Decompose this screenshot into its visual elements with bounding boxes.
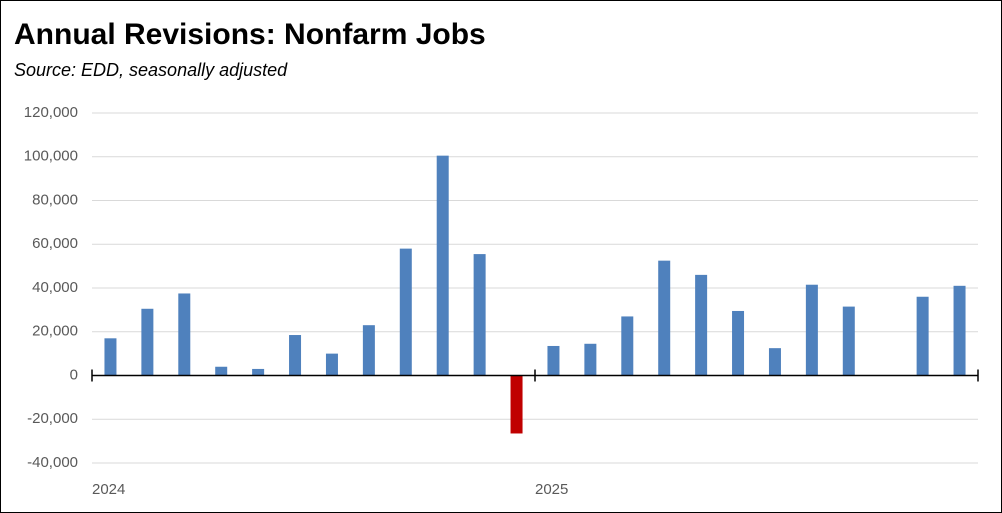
bar xyxy=(621,316,634,376)
y-tick-label: 80,000 xyxy=(32,191,78,208)
bar xyxy=(510,375,523,434)
bar xyxy=(805,284,818,376)
bar xyxy=(547,345,560,376)
bar xyxy=(436,155,449,376)
bar xyxy=(658,260,671,376)
y-tick-label: 40,000 xyxy=(32,279,78,296)
bar xyxy=(325,353,338,376)
chart-subtitle: Source: EDD, seasonally adjusted xyxy=(14,60,288,80)
y-tick-label: 60,000 xyxy=(32,235,78,252)
y-tick-label: 100,000 xyxy=(24,148,78,165)
bar xyxy=(362,325,375,376)
bar xyxy=(252,368,265,376)
bar xyxy=(916,296,929,376)
bar xyxy=(584,343,597,376)
bar xyxy=(732,310,745,376)
x-tick-label: 2024 xyxy=(92,481,125,498)
bar xyxy=(842,306,855,376)
bar xyxy=(215,366,228,376)
y-tick-label: 0 xyxy=(70,366,78,383)
chart-title: Annual Revisions: Nonfarm Jobs xyxy=(14,18,486,51)
bar xyxy=(768,348,781,376)
bar xyxy=(953,285,966,376)
bar xyxy=(695,274,708,376)
y-tick-label: -20,000 xyxy=(27,410,78,427)
bar xyxy=(104,338,117,376)
bar xyxy=(399,248,412,376)
bar xyxy=(141,308,154,376)
bar xyxy=(289,335,302,376)
y-tick-label: 20,000 xyxy=(32,323,78,340)
bar xyxy=(178,293,191,376)
y-tick-label: 120,000 xyxy=(24,104,78,121)
x-tick-label: 2025 xyxy=(535,481,568,498)
y-tick-label: -40,000 xyxy=(27,454,78,471)
bar xyxy=(473,254,486,376)
